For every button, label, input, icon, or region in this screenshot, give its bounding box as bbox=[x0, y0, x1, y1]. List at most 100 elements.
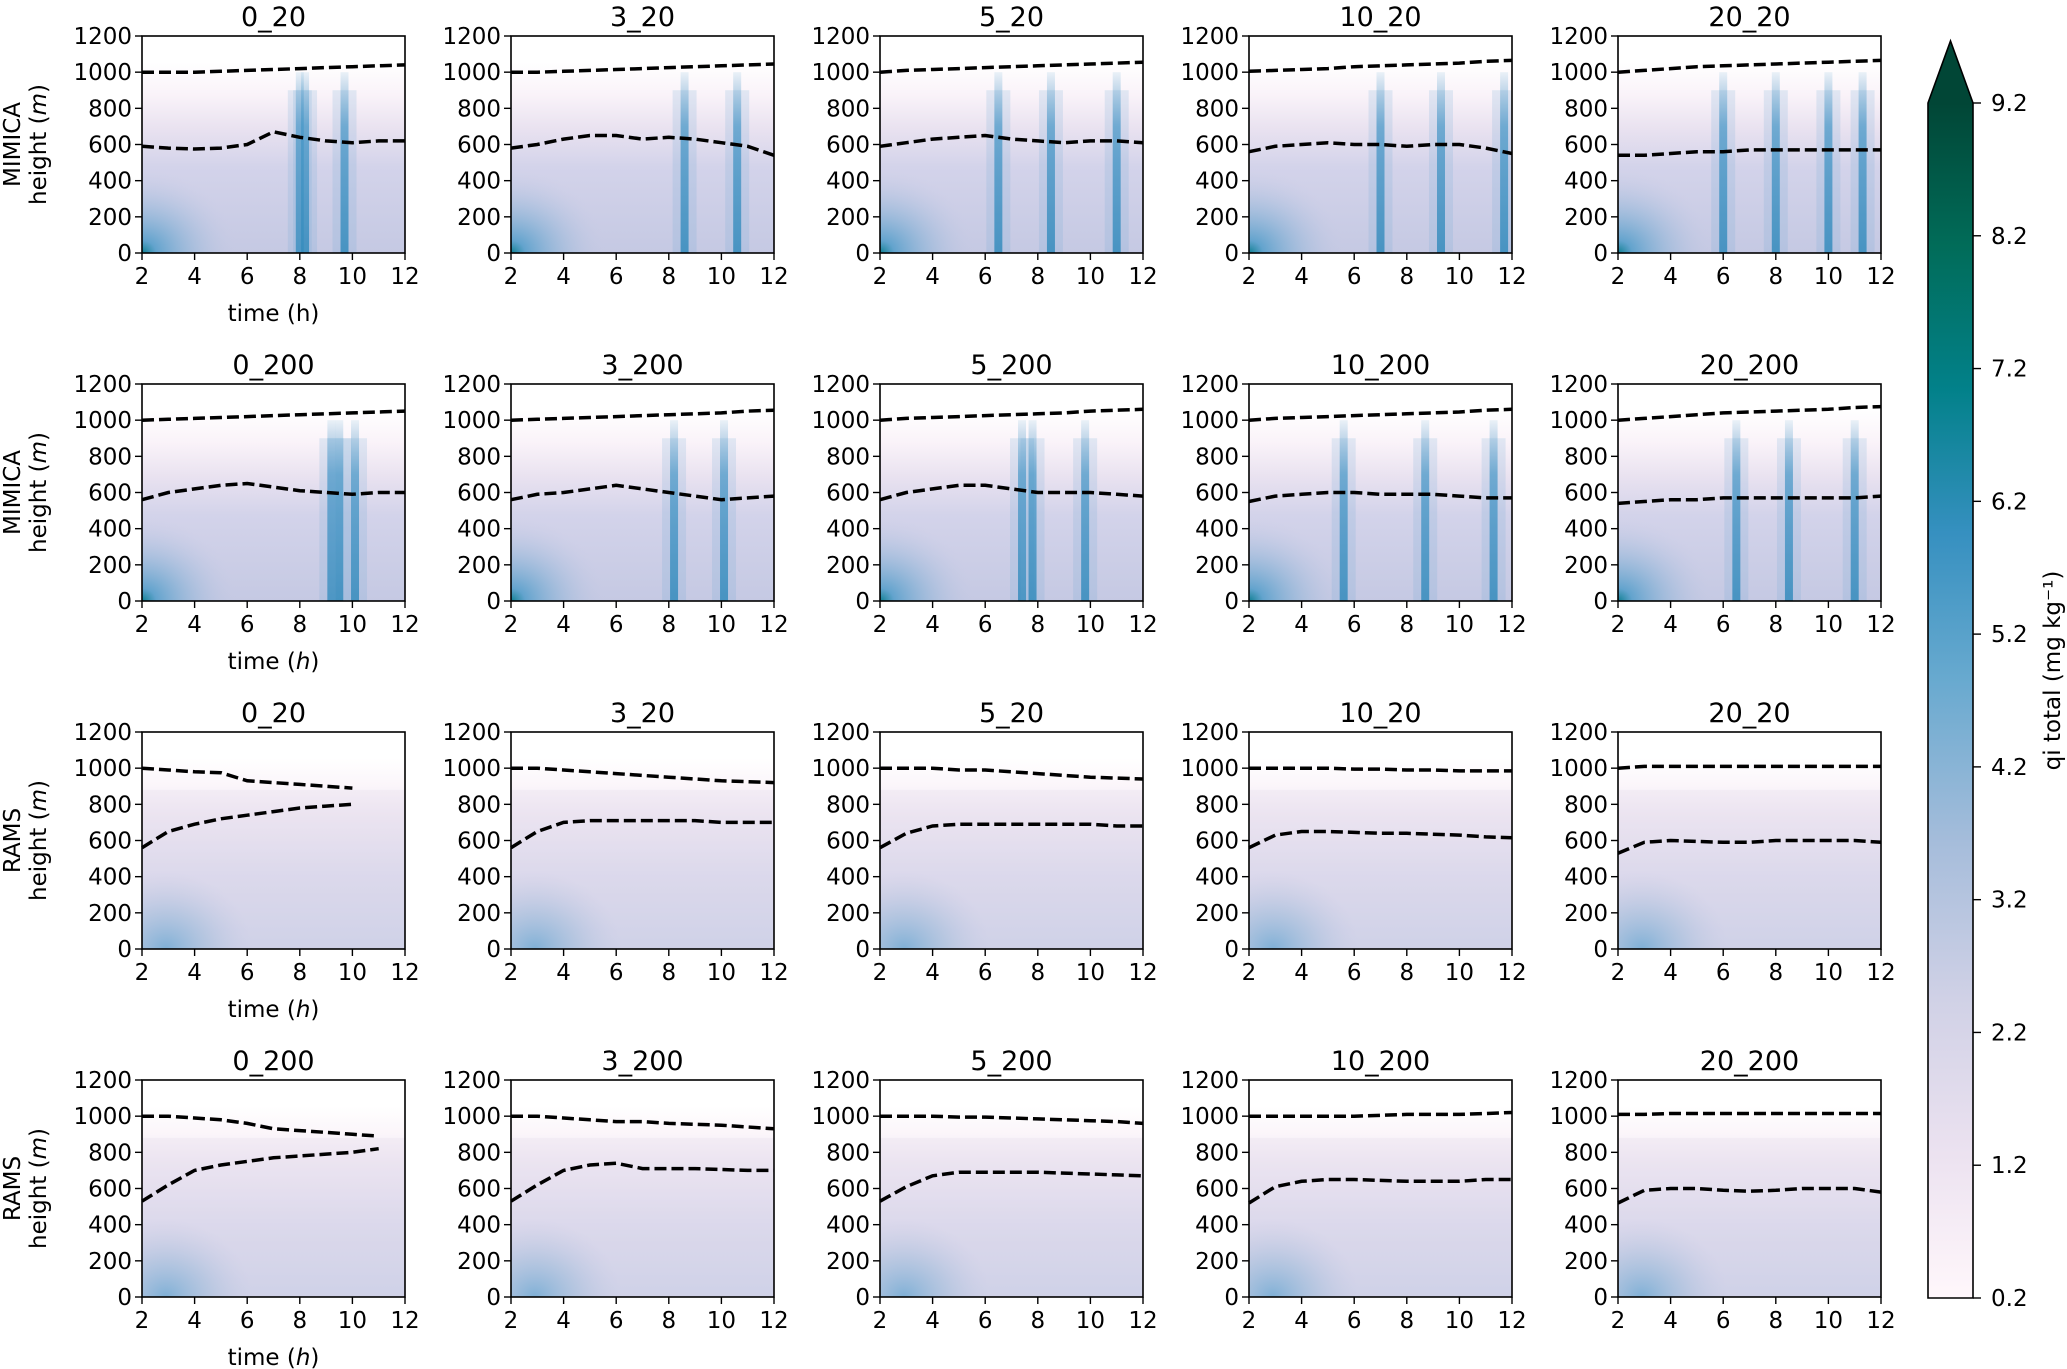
x-tick-label: 4 bbox=[925, 1308, 940, 1334]
y-tick-label: 600 bbox=[1195, 1177, 1239, 1203]
x-axis-label: time (h) bbox=[228, 1345, 320, 1369]
y-tick-label: 1200 bbox=[1180, 1068, 1239, 1094]
x-tick-label: 8 bbox=[1768, 612, 1783, 638]
y-axis-label-var: m bbox=[26, 789, 52, 811]
cloud-top-line bbox=[880, 1114, 1144, 1126]
x-tick-label: 2 bbox=[1242, 960, 1257, 986]
x-tick-label: 10 bbox=[1076, 264, 1105, 290]
y-tick-label: 600 bbox=[1195, 133, 1239, 159]
panel-title: 3_20 bbox=[610, 698, 675, 729]
panel-title: 3_200 bbox=[601, 350, 683, 381]
y-tick-label: 400 bbox=[88, 865, 132, 891]
y-tick-label: 1200 bbox=[811, 1068, 870, 1094]
colorbar-tick-label: 2.2 bbox=[1991, 1020, 2028, 1046]
x-tick-label: 10 bbox=[1814, 264, 1843, 290]
ice-streak bbox=[327, 420, 336, 601]
y-tick-label: 200 bbox=[88, 205, 132, 231]
x-tick-label: 12 bbox=[1866, 264, 1895, 290]
y-tick-label: 600 bbox=[1564, 133, 1608, 159]
y-tick-label: 600 bbox=[457, 481, 501, 507]
x-tick-label: 12 bbox=[1497, 264, 1526, 290]
y-tick-label: 1000 bbox=[1180, 756, 1239, 782]
y-tick-label: 800 bbox=[457, 792, 501, 818]
colorbar-outline bbox=[1927, 38, 1974, 1299]
y-tick-label: 1200 bbox=[1549, 720, 1608, 746]
cloud-base-line bbox=[1248, 490, 1512, 504]
y-tick-label: 400 bbox=[826, 517, 870, 543]
panel-mimica-3_20: 3_20 2 4 6 8 10 12 0 200 400 600 800 1000 1200 bbox=[442, 2, 788, 290]
x-tick-label: 8 bbox=[661, 612, 676, 638]
y-tick-label: 400 bbox=[88, 517, 132, 543]
x-tick-label: 12 bbox=[390, 1308, 419, 1334]
ice-streak bbox=[1081, 420, 1090, 601]
ice-streak bbox=[1112, 72, 1121, 253]
y-tick-label: 600 bbox=[1564, 1177, 1608, 1203]
y-axis-label-end: ) bbox=[26, 84, 52, 93]
y-tick-label: 800 bbox=[1195, 96, 1239, 122]
y-tick-label: 200 bbox=[457, 205, 501, 231]
y-axis-label-end: ) bbox=[26, 780, 52, 789]
x-axis-label-text: time ( bbox=[228, 1345, 296, 1369]
x-tick-label: 6 bbox=[609, 960, 624, 986]
x-tick-label: 10 bbox=[707, 1308, 736, 1334]
cloud-base-line bbox=[879, 822, 1143, 850]
x-axis-label: time (h) bbox=[228, 997, 320, 1023]
y-tick-label: 1200 bbox=[442, 720, 501, 746]
y-tick-label: 1000 bbox=[1549, 756, 1608, 782]
y-tick-label: 0 bbox=[1224, 241, 1239, 267]
x-tick-label: 6 bbox=[240, 264, 255, 290]
y-tick-label: 0 bbox=[855, 241, 870, 267]
y-tick-label: 200 bbox=[1195, 1249, 1239, 1275]
x-axis-label-end: ) bbox=[310, 649, 319, 675]
ice-streak bbox=[1028, 420, 1037, 601]
panel-title: 3_200 bbox=[601, 1046, 683, 1077]
y-tick-label: 400 bbox=[1195, 169, 1239, 195]
cloud-base-line bbox=[1248, 829, 1513, 850]
x-tick-label: 10 bbox=[707, 264, 736, 290]
y-tick-label: 200 bbox=[457, 553, 501, 579]
ice-maximum bbox=[880, 807, 1038, 949]
cloud-base-line bbox=[510, 133, 775, 157]
cloud-top-line bbox=[1248, 407, 1513, 422]
panel-title: 3_20 bbox=[610, 2, 675, 33]
ice-streak-halo bbox=[343, 438, 368, 601]
x-tick-label: 6 bbox=[609, 612, 624, 638]
colorbar-tick-label: 1.2 bbox=[1991, 1153, 2028, 1179]
y-tick-label: 800 bbox=[1195, 1140, 1239, 1166]
y-tick-label: 400 bbox=[1195, 865, 1239, 891]
y-tick-label: 200 bbox=[1195, 553, 1239, 579]
y-axis-label-end: ) bbox=[26, 1128, 52, 1137]
x-tick-label: 12 bbox=[759, 1308, 788, 1334]
colorbar: 0.2 1.2 2.2 3.2 4.2 5.2 6.2 7.2 8.2 9.2 qi total (… bbox=[1927, 38, 2066, 1312]
y-tick-label: 0 bbox=[117, 589, 132, 615]
ice-streak-halo bbox=[1850, 90, 1875, 253]
y-tick-label: 200 bbox=[1564, 901, 1608, 927]
y-tick-label: 0 bbox=[117, 937, 132, 963]
ice-streak-halo bbox=[332, 90, 357, 253]
x-tick-label: 2 bbox=[504, 612, 519, 638]
y-tick-label: 600 bbox=[826, 1177, 870, 1203]
y-tick-label: 600 bbox=[88, 1177, 132, 1203]
ice-streak-halo bbox=[1492, 90, 1512, 253]
y-tick-label: 1000 bbox=[73, 756, 132, 782]
y-tick-label: 200 bbox=[1564, 1249, 1608, 1275]
panel-mimica-0_200: 0_200 2 4 6 8 10 12 0 200 400 600 800 1000 1200 time (… bbox=[73, 350, 419, 675]
x-tick-label: 12 bbox=[1866, 1308, 1895, 1334]
ice-maximum bbox=[1249, 459, 1407, 601]
y-tick-label: 200 bbox=[826, 901, 870, 927]
x-axis-label-end: ) bbox=[310, 1345, 319, 1369]
ice-streak bbox=[994, 72, 1003, 253]
y-tick-label: 1200 bbox=[1549, 24, 1608, 50]
y-tick-label: 1000 bbox=[442, 60, 501, 86]
y-tick-label: 0 bbox=[486, 589, 501, 615]
x-tick-label: 4 bbox=[187, 612, 202, 638]
y-tick-label: 1200 bbox=[1180, 720, 1239, 746]
y-tick-label: 200 bbox=[1564, 205, 1608, 231]
y-tick-label: 0 bbox=[1593, 1285, 1608, 1311]
ice-streak-halo bbox=[1073, 438, 1098, 601]
x-tick-label: 10 bbox=[1445, 612, 1474, 638]
ice-streak bbox=[1824, 72, 1833, 253]
panel-title: 5_20 bbox=[979, 2, 1044, 33]
ice-streak bbox=[1046, 72, 1055, 253]
x-tick-label: 2 bbox=[1242, 264, 1257, 290]
